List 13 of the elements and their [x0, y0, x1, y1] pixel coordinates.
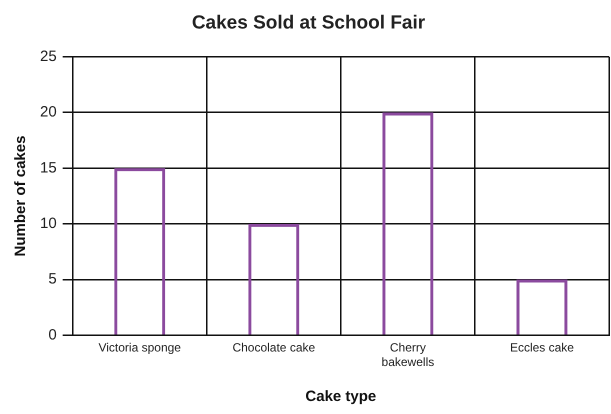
x-axis-title: Cake type	[305, 388, 376, 406]
x-tick-label: Eccles cake	[510, 340, 574, 355]
x-tick-label: Victoria sponge	[98, 340, 182, 355]
y-tick-label: 0	[48, 326, 57, 344]
x-tick-label: Chocolate cake	[232, 340, 316, 355]
y-tick-label: 5	[48, 270, 57, 288]
x-tick-label: Cherry bakewells	[382, 340, 434, 370]
y-tick-label: 25	[40, 48, 57, 65]
y-tick-label: 10	[40, 214, 57, 232]
y-tick-label: 20	[40, 104, 57, 121]
y-axis-title: Number of cakes	[12, 136, 30, 256]
chart-title: Cakes Sold at School Fair	[192, 12, 426, 34]
y-tick-label: 15	[40, 159, 57, 176]
